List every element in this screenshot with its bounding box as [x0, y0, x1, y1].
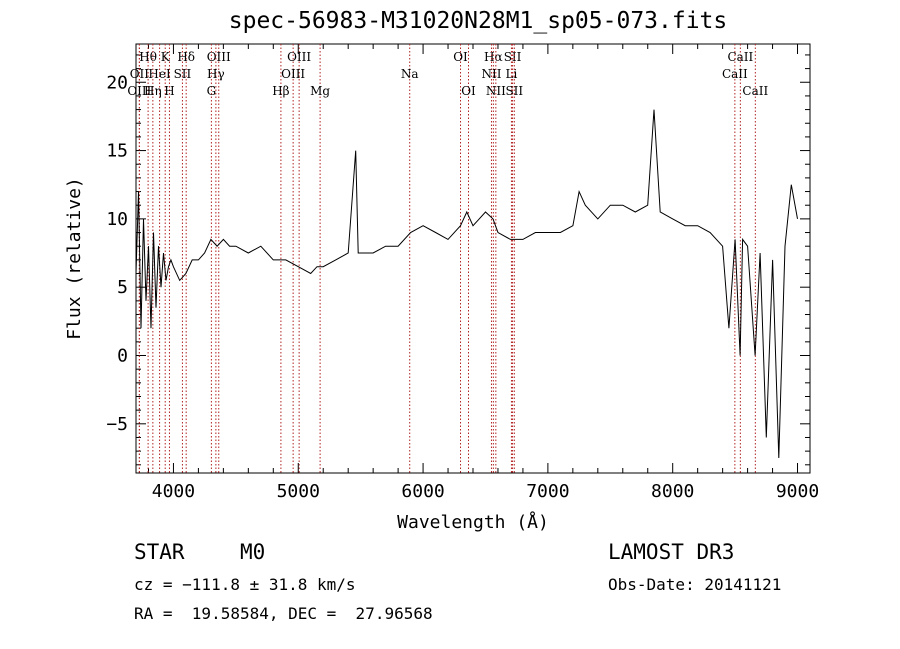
spectral-line-label: OIII — [207, 50, 231, 64]
obs-date-label: Obs-Date: 20141121 — [608, 575, 782, 594]
plot-frame — [135, 43, 811, 474]
coordinates-label: RA = 19.58584, DEC = 27.96568 — [134, 604, 433, 623]
y-tick-label: 0 — [117, 346, 128, 367]
x-tick-label: 4000 — [152, 481, 195, 502]
spectral-line-label: G — [207, 84, 217, 98]
spectral-line-label: NII — [481, 67, 501, 81]
y-axis-label: Flux (relative) — [64, 177, 85, 340]
spectral-line-label: HeI — [148, 67, 171, 81]
spectral-line-label: SII — [505, 84, 523, 98]
spectral-line-label: H — [164, 84, 174, 98]
spectral-line-label: Hγ — [207, 67, 225, 81]
x-tick-label: 5000 — [277, 481, 320, 502]
spectral-line-label: NII — [486, 84, 506, 98]
spectral-line-label: Mg — [310, 84, 330, 98]
spectral-line-label: OI — [453, 50, 468, 64]
spectral-line-label: Hη — [144, 84, 162, 98]
y-tick-label: 15 — [106, 141, 128, 162]
redshift-label: cz = −111.8 ± 31.8 km/s — [134, 575, 356, 594]
x-tick-label: 6000 — [401, 481, 444, 502]
spectral-line-label: OII — [130, 67, 150, 81]
spectral-line-label: K — [161, 50, 171, 64]
spectral-line-label: Hβ — [272, 84, 289, 98]
x-tick-label: 9000 — [776, 481, 819, 502]
spectral-line-label: OIII — [281, 67, 305, 81]
spectral-line-label: OI — [461, 84, 476, 98]
spectral-line-label: Hδ — [177, 50, 195, 64]
spectral-line-label: Li — [506, 67, 518, 81]
spectral-line-label: SII — [174, 67, 192, 81]
spectral-line-label: CaII — [727, 50, 753, 64]
y-tick-label: 20 — [106, 72, 128, 93]
star-class: STAR — [134, 540, 185, 564]
spectral-line-label: OIII — [127, 84, 151, 98]
survey-label: LAMOST DR3 — [608, 540, 735, 564]
y-tick-label: −5 — [106, 414, 128, 435]
y-tick-label: 10 — [106, 209, 128, 230]
spectral-line-label: Hθ — [139, 50, 157, 64]
x-tick-label: 8000 — [651, 481, 694, 502]
y-tick-label: 5 — [117, 277, 128, 298]
x-axis-label: Wavelength (Å) — [397, 511, 549, 533]
spectral-line-label: OIII — [287, 50, 311, 64]
spectral-line-label: Hα — [484, 50, 503, 64]
chart-title: spec-56983-M31020N28M1_sp05-073.fits — [228, 8, 728, 34]
x-tick-label: 7000 — [526, 481, 569, 502]
spectral-line-label: CaII — [722, 67, 748, 81]
spectrum-line — [135, 109, 798, 459]
spectral-line-label: Na — [401, 67, 419, 81]
spectral-line-label: SII — [504, 50, 522, 64]
star-subclass: M0 — [240, 540, 266, 564]
spectral-line-label: CaII — [742, 84, 768, 98]
